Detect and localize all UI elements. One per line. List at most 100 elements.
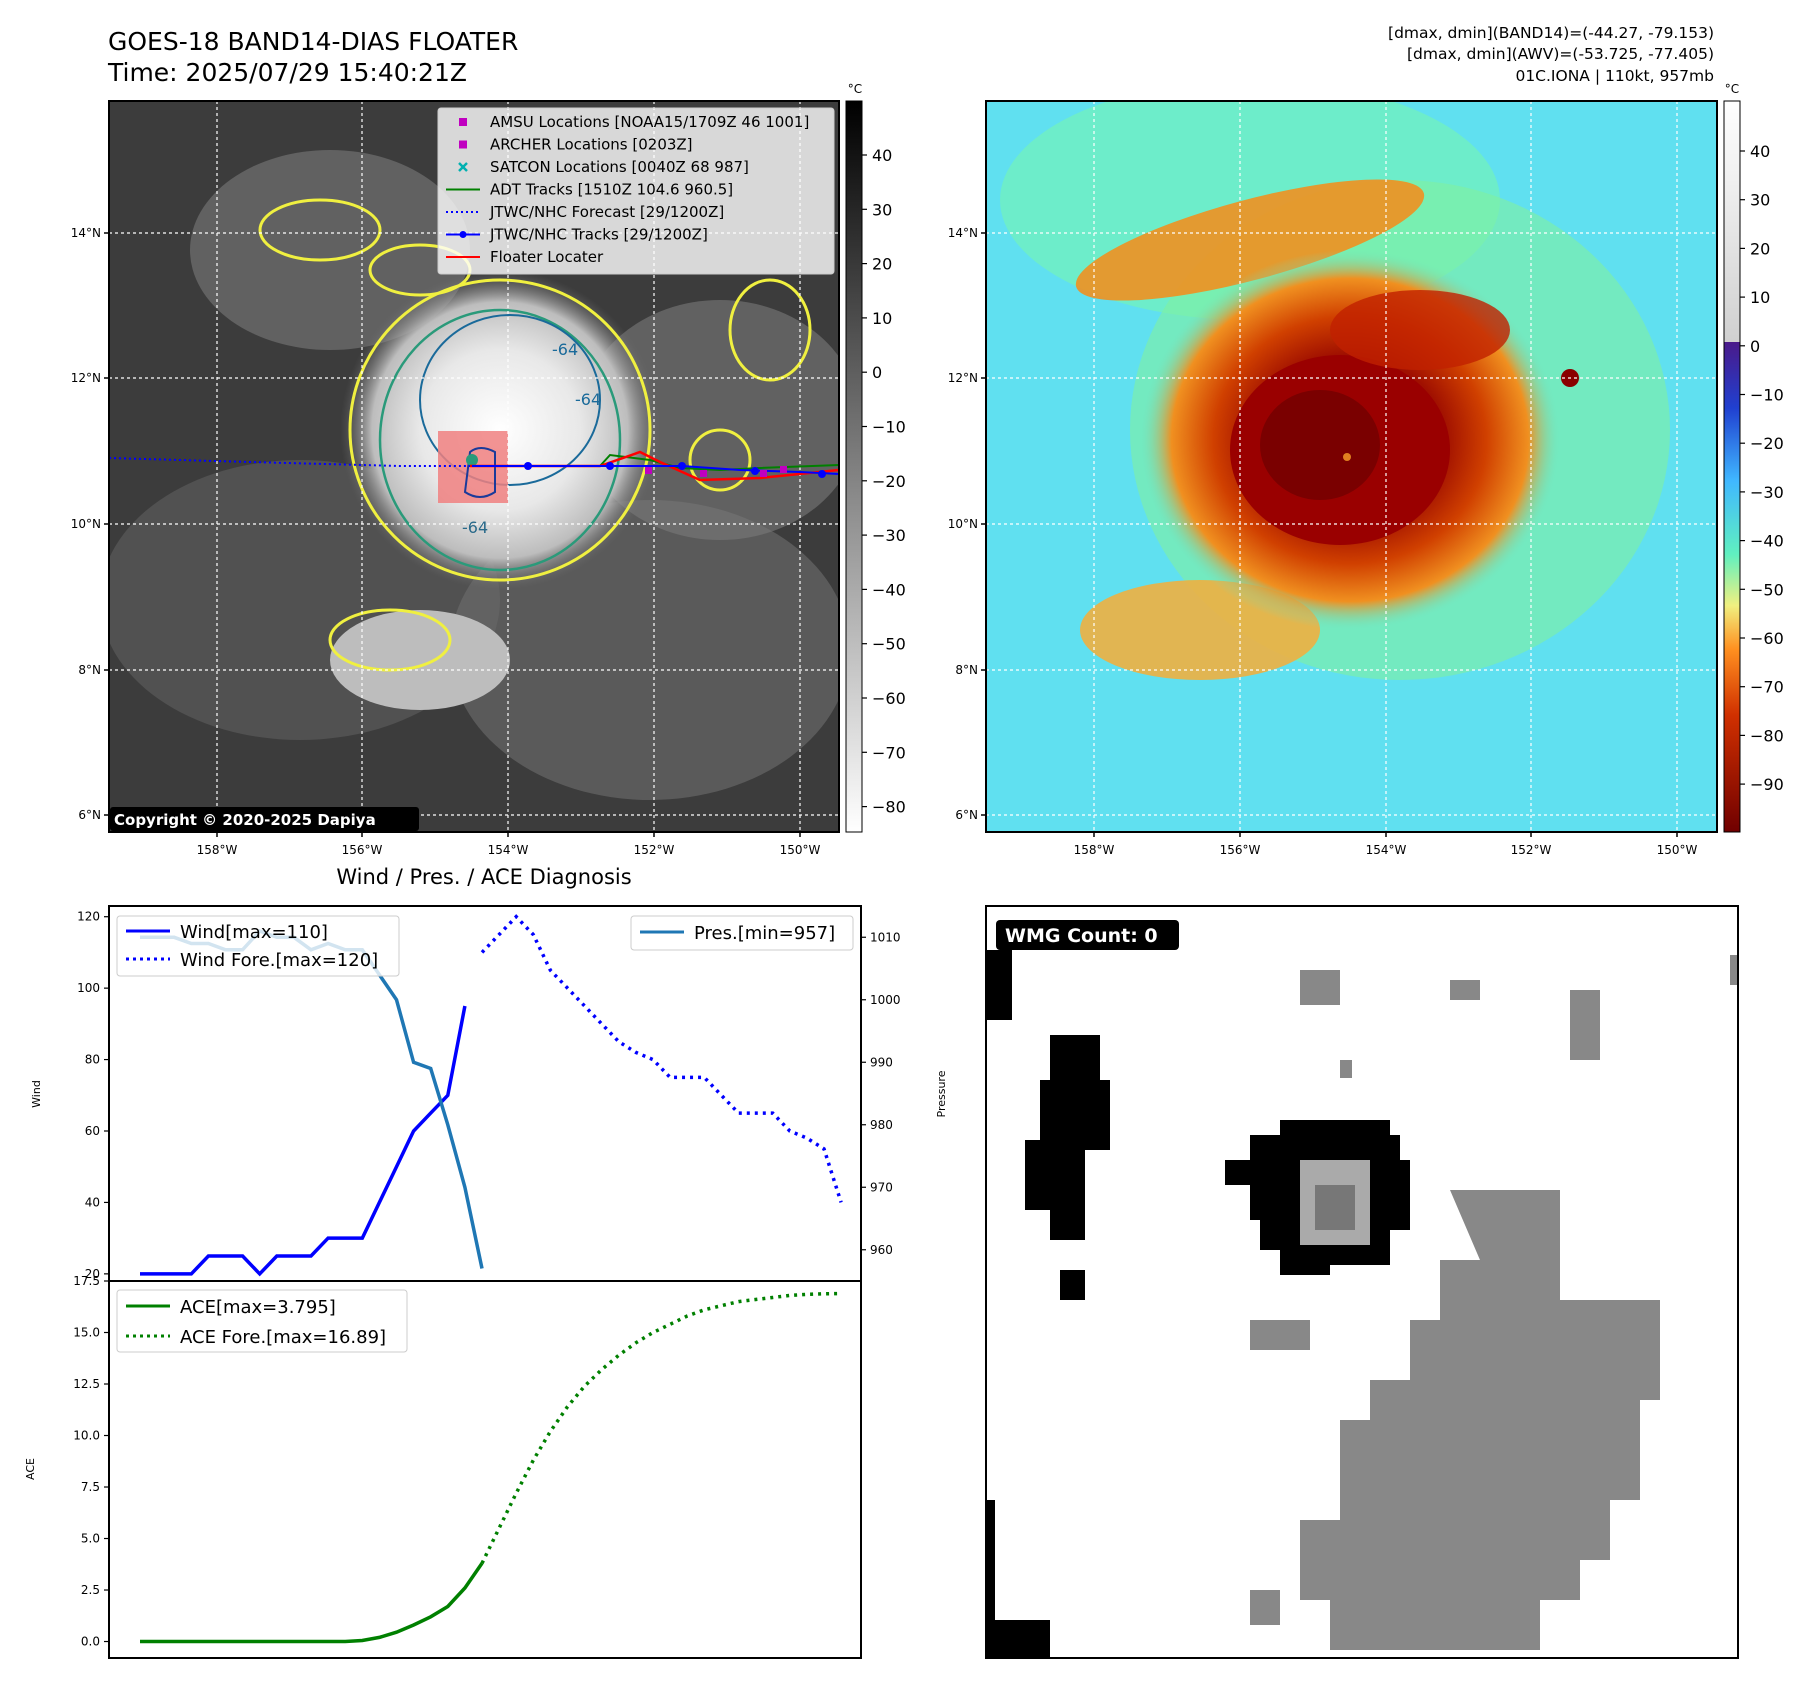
colorbar-tick-label: −10: [872, 418, 906, 437]
colorbar-tick-label: −40: [872, 580, 906, 599]
legend-ace-fore: ACE Fore.[max=16.89]: [180, 1327, 386, 1348]
colorbar-tick-label: −50: [1750, 580, 1784, 599]
ace-tick-label: 10.0: [73, 1429, 100, 1443]
wind-legend: Wind[max=110] Wind Fore.[max=120]: [116, 915, 400, 977]
pressure-legend: Pres.[min=957]: [630, 915, 854, 951]
colorbar-tick-label: −90: [1750, 775, 1784, 794]
ace-panel: 17.5 15.0 12.5 10.0 7.5 5.0 2.5 0.0 ACE ACE[max…: [24, 1274, 862, 1659]
lat-tick-label: 12°N: [948, 371, 978, 385]
legend-entry: AMSU Locations [NOAA15/1709Z 46 1001]: [459, 113, 809, 131]
lat-tick-label: 6°N: [955, 808, 978, 822]
legend-entry: JTWC/NHC Forecast [29/1200Z]: [446, 203, 724, 221]
wind-tick-label: 80: [85, 1053, 100, 1067]
lat-tick-label: 6°N: [78, 808, 101, 822]
series-line: [140, 1005, 467, 1277]
colorbar-tick-label: 40: [1750, 142, 1770, 161]
x-marker-icon: [458, 162, 468, 172]
wind-tick-label: 120: [77, 910, 100, 924]
colorbar-tick-label: 0: [1750, 337, 1760, 356]
info-band14: [dmax, dmin](BAND14)=(-44.27, -79.153): [1388, 24, 1714, 42]
lat-tick-label: 10°N: [948, 517, 978, 531]
ir-map-panel: -64 -64 -64 AMSU Locations [NOAA15/1709Z…: [71, 100, 840, 857]
awv-image: [986, 101, 1717, 832]
awv-map-frame: [985, 100, 1718, 833]
awv-gridlines: [986, 101, 1717, 832]
colorbar-tick-label: −70: [1750, 678, 1784, 697]
pressure-tick-label: 970: [870, 1180, 893, 1194]
colorbar-tick-label: −10: [1750, 386, 1784, 405]
ir-lon-ticks: 158°W 156°W 154°W 152°W 150°W: [197, 832, 821, 857]
legend-label: SATCON Locations [0040Z 68 987]: [490, 158, 749, 176]
pressure-tick-label: 990: [870, 1055, 893, 1069]
legend-ace: ACE[max=3.795]: [180, 1297, 336, 1318]
awv-colorbar-unit: °C: [1725, 82, 1739, 96]
legend-entry: ARCHER Locations [0203Z]: [459, 136, 693, 154]
ace-tick-label: 7.5: [81, 1480, 100, 1494]
lat-tick-label: 14°N: [71, 226, 101, 240]
colorbar-tick-label: 20: [872, 255, 892, 274]
colorbar-tick-label: 20: [1750, 239, 1770, 258]
ir-colorbar: °C 40 30 20 10 0 −10 −20 −30 −40 −50 −60 −70 −80: [845, 82, 906, 833]
colorbar-tick-label: −60: [1750, 629, 1784, 648]
colorbar-tick-label: −80: [872, 798, 906, 817]
colorbar-tick-label: −20: [872, 472, 906, 491]
line-dot-icon: [446, 231, 480, 238]
contour-label: -64: [552, 340, 578, 359]
legend-pres: Pres.[min=957]: [694, 923, 835, 944]
legend-label: ADT Tracks [1510Z 104.6 960.5]: [490, 181, 733, 199]
legend-label: Floater Locater: [490, 248, 604, 266]
colorbar-tick-label: −70: [872, 743, 906, 762]
legend-entry: ADT Tracks [1510Z 104.6 960.5]: [446, 181, 733, 199]
ace-tick-label: 2.5: [81, 1583, 100, 1597]
wmg-count-box: [996, 920, 1179, 950]
ace-panel-frame: [108, 1280, 862, 1659]
contour-labels: -64 -64 -64: [462, 340, 601, 537]
ace-tick-label: 5.0: [81, 1532, 100, 1546]
pressure-ylabel: Pressure: [935, 1070, 948, 1117]
ace-tick-label: 15.0: [73, 1326, 100, 1340]
ir-map-frame: [108, 100, 840, 833]
ace-legend: ACE[max=3.795] ACE Fore.[max=16.89]: [116, 1289, 408, 1353]
contour-label: -64: [462, 518, 488, 537]
lon-tick-label: 150°W: [1657, 843, 1698, 857]
legend-label: ARCHER Locations [0203Z]: [490, 136, 693, 154]
ace-series-line: [140, 1562, 484, 1644]
lon-tick-label: 158°W: [1074, 843, 1115, 857]
copyright-text: Copyright © 2020-2025 Dapiya: [114, 811, 376, 829]
wind-tick-label: 60: [85, 1124, 100, 1138]
wmg-grid-image: [986, 950, 1738, 1658]
colorbar-tick-label: −50: [872, 635, 906, 654]
lon-tick-label: 152°W: [634, 843, 675, 857]
lon-tick-label: 150°W: [780, 843, 821, 857]
legend-label: JTWC/NHC Forecast [29/1200Z]: [489, 203, 724, 221]
ace-ylabel: ACE: [24, 1458, 37, 1480]
square-marker-icon: [459, 118, 467, 126]
colorbar-tick-label: 10: [872, 309, 892, 328]
ir-lat-ticks: 14°N 12°N 10°N 8°N 6°N: [71, 226, 109, 822]
figure-title: GOES-18 BAND14-DIAS FLOATER: [108, 27, 518, 56]
wmg-panel: WMG Count: 0: [985, 905, 1739, 1659]
diagnosis-title: Wind / Pres. / ACE Diagnosis: [336, 865, 631, 889]
legend-label: AMSU Locations [NOAA15/1709Z 46 1001]: [490, 113, 809, 131]
jtwc-forecast-track: [109, 457, 520, 467]
legend-entry: Floater Locater: [446, 248, 604, 266]
wmg-count-label: WMG Count: 0: [1005, 925, 1158, 947]
colorbar-tick-label: −20: [1750, 434, 1784, 453]
colorbar-tick-label: 0: [872, 363, 882, 382]
legend-label: JTWC/NHC Tracks [29/1200Z]: [489, 226, 708, 244]
awv-map-panel: 14°N12°N10°N8°N6°N 158°W 156°W 154°W 152°W 1…: [948, 100, 1718, 857]
awv-lon-ticks: 158°W 156°W 154°W 152°W 150°W: [1074, 832, 1698, 857]
lon-tick-label: 156°W: [342, 843, 383, 857]
colorbar-tick-label: 30: [872, 200, 892, 219]
lon-tick-label: 154°W: [1366, 843, 1407, 857]
legend-wind: Wind[max=110]: [180, 922, 328, 943]
colorbar-tick-label: 10: [1750, 288, 1770, 307]
colorbar-tick-label: 30: [1750, 191, 1770, 210]
ir-colorbar-unit: °C: [848, 82, 862, 96]
colorbar-tick-label: 40: [872, 146, 892, 165]
ir-legend: AMSU Locations [NOAA15/1709Z 46 1001] ARC…: [437, 107, 835, 275]
lat-tick-label: 8°N: [78, 663, 101, 677]
lon-tick-label: 156°W: [1220, 843, 1261, 857]
wmg-panel-frame: [985, 905, 1739, 1659]
